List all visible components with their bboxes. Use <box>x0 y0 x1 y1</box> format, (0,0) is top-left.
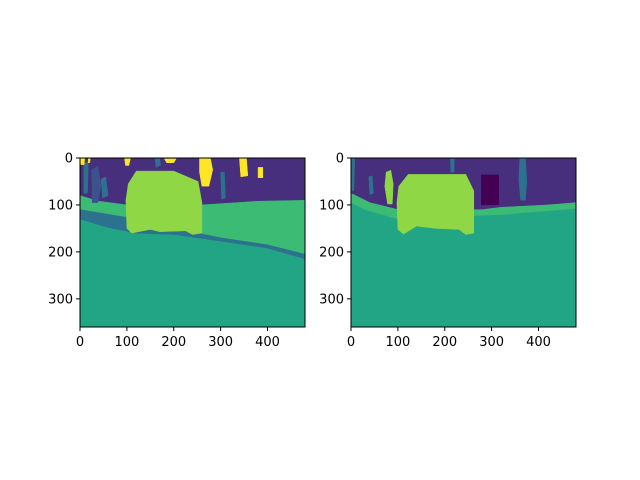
y-tick-label: 200 <box>48 245 73 260</box>
segment-region-5 <box>450 158 455 173</box>
y-tick-label: 300 <box>48 292 73 307</box>
segment-region-9 <box>80 158 85 165</box>
segment-region-6 <box>100 176 109 199</box>
segment-region-15 <box>257 167 264 178</box>
segment-region-6 <box>518 158 528 201</box>
y-tick-label: 0 <box>65 152 73 167</box>
axes-frame <box>350 157 577 328</box>
y-tick-label: 0 <box>336 152 344 167</box>
x-tick-label: 0 <box>347 335 355 350</box>
y-tick-label: 200 <box>319 245 344 260</box>
heatmap-panel-left: 0 100 200 300 400 0 100 200 300 <box>48 152 306 350</box>
segment-region-10 <box>87 158 91 163</box>
segment-region-3 <box>351 158 356 192</box>
heatmap-image <box>80 158 305 327</box>
x-tick-label: 400 <box>255 335 280 350</box>
segment-region-14 <box>239 158 249 178</box>
y-tick-label: 100 <box>48 198 73 213</box>
x-tick-label: 100 <box>114 335 139 350</box>
segment-region-8 <box>384 169 394 205</box>
heatmap-panel-right: 0 100 200 300 400 0 100 200 300 <box>319 152 577 350</box>
x-tick-label: 100 <box>385 335 410 350</box>
axes-frame <box>79 157 306 328</box>
x-tick-label: 300 <box>208 335 233 350</box>
x-tick-label: 200 <box>432 335 457 350</box>
segment-region-5 <box>91 166 102 203</box>
heatmap-image <box>351 158 576 327</box>
x-tick-label: 400 <box>526 335 551 350</box>
segment-region-11 <box>124 158 131 166</box>
y-tick-label: 300 <box>319 292 344 307</box>
segment-region-7 <box>154 158 161 168</box>
x-tick-label: 300 <box>479 335 504 350</box>
segment-region-7 <box>481 174 499 206</box>
segment-region-8 <box>220 171 226 200</box>
segment-region-16 <box>125 170 203 235</box>
segment-region-12 <box>163 158 177 163</box>
segment-region-4 <box>83 162 89 194</box>
segment-region-13 <box>199 158 213 187</box>
segment-region-9 <box>396 174 475 235</box>
y-tick-label: 100 <box>319 198 344 213</box>
segment-region-4 <box>368 175 374 195</box>
x-tick-label: 200 <box>161 335 186 350</box>
x-tick-label: 0 <box>76 335 84 350</box>
